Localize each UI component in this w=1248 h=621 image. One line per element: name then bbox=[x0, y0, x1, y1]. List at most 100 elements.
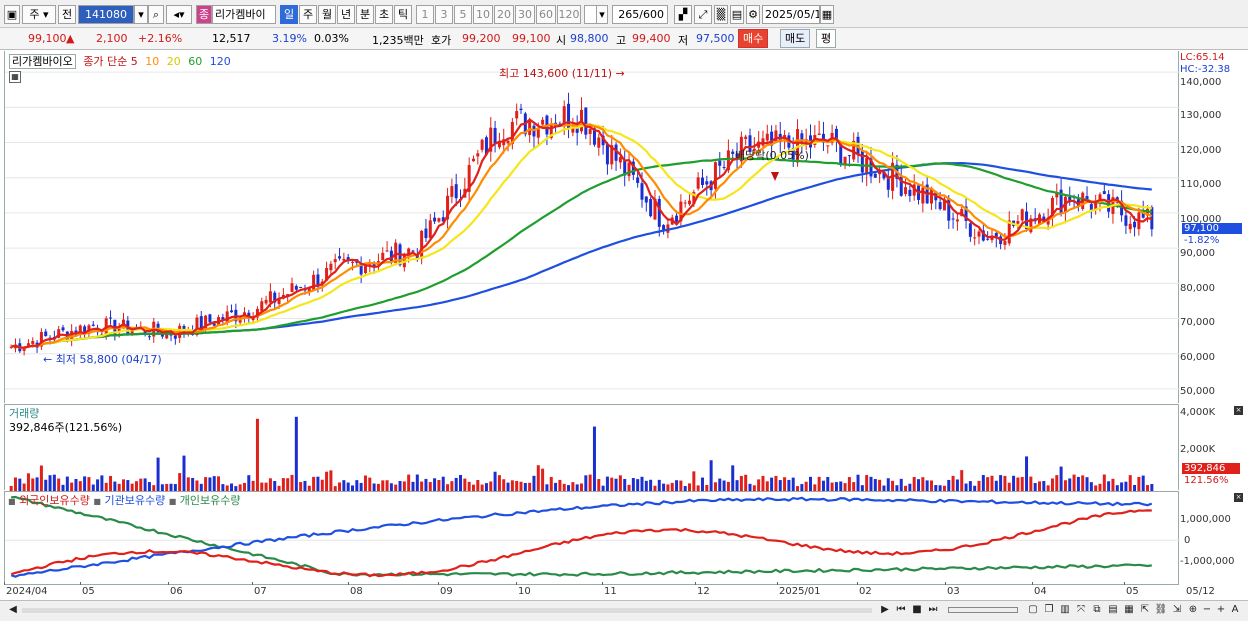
save-icon[interactable]: ▤ bbox=[730, 5, 744, 24]
evaluation-button[interactable]: 평 bbox=[816, 29, 837, 48]
candle-body bbox=[424, 228, 428, 239]
stock-code-input[interactable]: 141080 bbox=[78, 5, 134, 24]
close-icon[interactable]: × bbox=[1234, 406, 1243, 415]
volume-bar bbox=[290, 474, 294, 491]
price-chart[interactable]: 최고 143,600 (11/11) → ← 최저 58,800 (04/17) 배… bbox=[5, 51, 1180, 403]
buy-button[interactable]: 매수 bbox=[738, 29, 769, 48]
volume-bar bbox=[1020, 476, 1024, 491]
candle-body bbox=[519, 108, 523, 111]
code-dropdown-icon[interactable]: ▾ bbox=[134, 5, 148, 24]
period-tick[interactable]: 틱 bbox=[394, 5, 412, 24]
candle-body bbox=[255, 308, 259, 318]
copy-icon[interactable]: ❐ bbox=[1044, 604, 1054, 615]
chart-type-icon[interactable]: ▥ bbox=[1060, 604, 1070, 615]
stock-name-tag[interactable]: 리가켐바이오 bbox=[9, 54, 76, 69]
period-day[interactable]: 일 bbox=[280, 5, 298, 24]
volume-bar bbox=[688, 483, 692, 491]
volume-bar bbox=[1068, 478, 1072, 491]
interval-20[interactable]: 20 bbox=[494, 5, 514, 24]
bar-count-input[interactable]: 265/600 bbox=[612, 5, 668, 24]
ma120-legend: 120 bbox=[209, 55, 231, 68]
interval-dropdown-icon[interactable]: ▾ bbox=[596, 5, 608, 24]
x-tick: 05 bbox=[82, 586, 95, 597]
volume-bar bbox=[1046, 485, 1050, 491]
jump-start-icon[interactable]: ⏮ bbox=[896, 604, 906, 615]
scrollbar-track[interactable] bbox=[22, 608, 872, 613]
candle-body bbox=[1007, 220, 1011, 244]
volume-axis: 4,000K 2,000K 392,846 121.56% bbox=[1180, 404, 1244, 490]
window-icon[interactable]: ▣ bbox=[4, 5, 20, 24]
volume-bar bbox=[873, 479, 877, 491]
volume-chart[interactable] bbox=[5, 405, 1180, 491]
export-icon[interactable]: ⇲ bbox=[1172, 604, 1182, 615]
table-icon[interactable]: ▦ bbox=[9, 71, 21, 83]
interval-120[interactable]: 120 bbox=[557, 5, 581, 24]
layout-icon[interactable]: ▢ bbox=[1028, 604, 1038, 615]
interval-10[interactable]: 10 bbox=[473, 5, 493, 24]
volume-bar bbox=[1050, 478, 1054, 491]
drawing-tools-icon[interactable]: ▞ bbox=[674, 5, 692, 24]
vol-y-tick: 4,000K bbox=[1180, 407, 1216, 418]
volume-bar bbox=[809, 476, 812, 491]
period-month[interactable]: 월 bbox=[318, 5, 336, 24]
volume-bar bbox=[160, 484, 164, 491]
zoom-out-icon[interactable]: − bbox=[1202, 604, 1212, 615]
period-minute[interactable]: 분 bbox=[356, 5, 374, 24]
print-icon[interactable]: ▤ bbox=[1108, 604, 1118, 615]
candle-body bbox=[994, 233, 998, 239]
settings-small-icon[interactable]: ▒ bbox=[714, 5, 728, 24]
candle-body bbox=[744, 136, 748, 139]
volume-bar bbox=[752, 485, 756, 491]
interval-3[interactable]: 3 bbox=[435, 5, 453, 24]
last-price-pct: -1.82% bbox=[1184, 235, 1220, 246]
holdings-chart[interactable] bbox=[5, 492, 1180, 585]
ma120-line bbox=[10, 161, 1152, 349]
interval-1[interactable]: 1 bbox=[416, 5, 434, 24]
compare-icon[interactable]: ⧉ bbox=[1093, 604, 1101, 615]
volume-bar bbox=[575, 484, 579, 491]
candle-body bbox=[977, 231, 981, 237]
volume-bar bbox=[731, 465, 735, 491]
pointer-icon[interactable]: ⇱ bbox=[1140, 604, 1150, 615]
last-price-tag: 97,100 bbox=[1182, 223, 1242, 234]
link-icon[interactable]: ⛓ bbox=[1154, 604, 1168, 615]
volume-bar bbox=[294, 416, 298, 491]
period-week[interactable]: 주 bbox=[299, 5, 317, 24]
candle-body bbox=[718, 160, 722, 166]
calendar-icon[interactable]: ▦ bbox=[820, 5, 834, 24]
scroll-left-icon[interactable]: ◀ bbox=[9, 604, 17, 615]
interval-5[interactable]: 5 bbox=[454, 5, 472, 24]
close-icon[interactable]: × bbox=[1234, 493, 1243, 502]
sector-tag[interactable]: 종 bbox=[196, 5, 212, 24]
candle-body bbox=[290, 283, 294, 293]
volume-bar bbox=[489, 481, 493, 491]
sell-button[interactable]: 매도 bbox=[780, 29, 811, 48]
grid-icon[interactable]: ▦ bbox=[1124, 604, 1134, 615]
jump-end-icon[interactable]: ⏭ bbox=[928, 604, 938, 615]
interval-60[interactable]: 60 bbox=[536, 5, 556, 24]
volume-bar bbox=[713, 482, 717, 491]
market-type-select[interactable]: 주 ▾ bbox=[22, 5, 56, 24]
date-input[interactable]: 2025/05/12 bbox=[762, 5, 820, 24]
zoom-slider[interactable] bbox=[948, 607, 1018, 613]
x-tick-mark bbox=[516, 582, 517, 585]
speaker-icon[interactable]: ◂▾ bbox=[166, 5, 192, 24]
x-tick: 2025/01 bbox=[779, 586, 821, 597]
add-icon[interactable]: + bbox=[1216, 604, 1226, 615]
volume-bar bbox=[31, 478, 35, 491]
search-icon[interactable]: ⌕ bbox=[148, 5, 164, 24]
crosshair-icon[interactable]: ⤧ bbox=[1077, 604, 1085, 615]
text-size-icon[interactable]: A bbox=[1231, 604, 1239, 615]
scroll-right-icon[interactable]: ▶ bbox=[881, 604, 889, 615]
volume-bar bbox=[394, 484, 398, 491]
gear-icon[interactable]: ⚙ bbox=[746, 5, 760, 24]
interval-30[interactable]: 30 bbox=[515, 5, 535, 24]
stop-icon[interactable]: ■ bbox=[912, 604, 922, 615]
volume-bar bbox=[895, 485, 899, 491]
institution-legend: 기관보유수량 bbox=[104, 494, 166, 507]
candle-body bbox=[497, 142, 501, 148]
zoom-in-icon[interactable]: ⊕ bbox=[1188, 604, 1198, 615]
line-tool-icon[interactable]: ⤢ bbox=[694, 5, 712, 24]
period-year[interactable]: 년 bbox=[337, 5, 355, 24]
period-second[interactable]: 초 bbox=[375, 5, 393, 24]
